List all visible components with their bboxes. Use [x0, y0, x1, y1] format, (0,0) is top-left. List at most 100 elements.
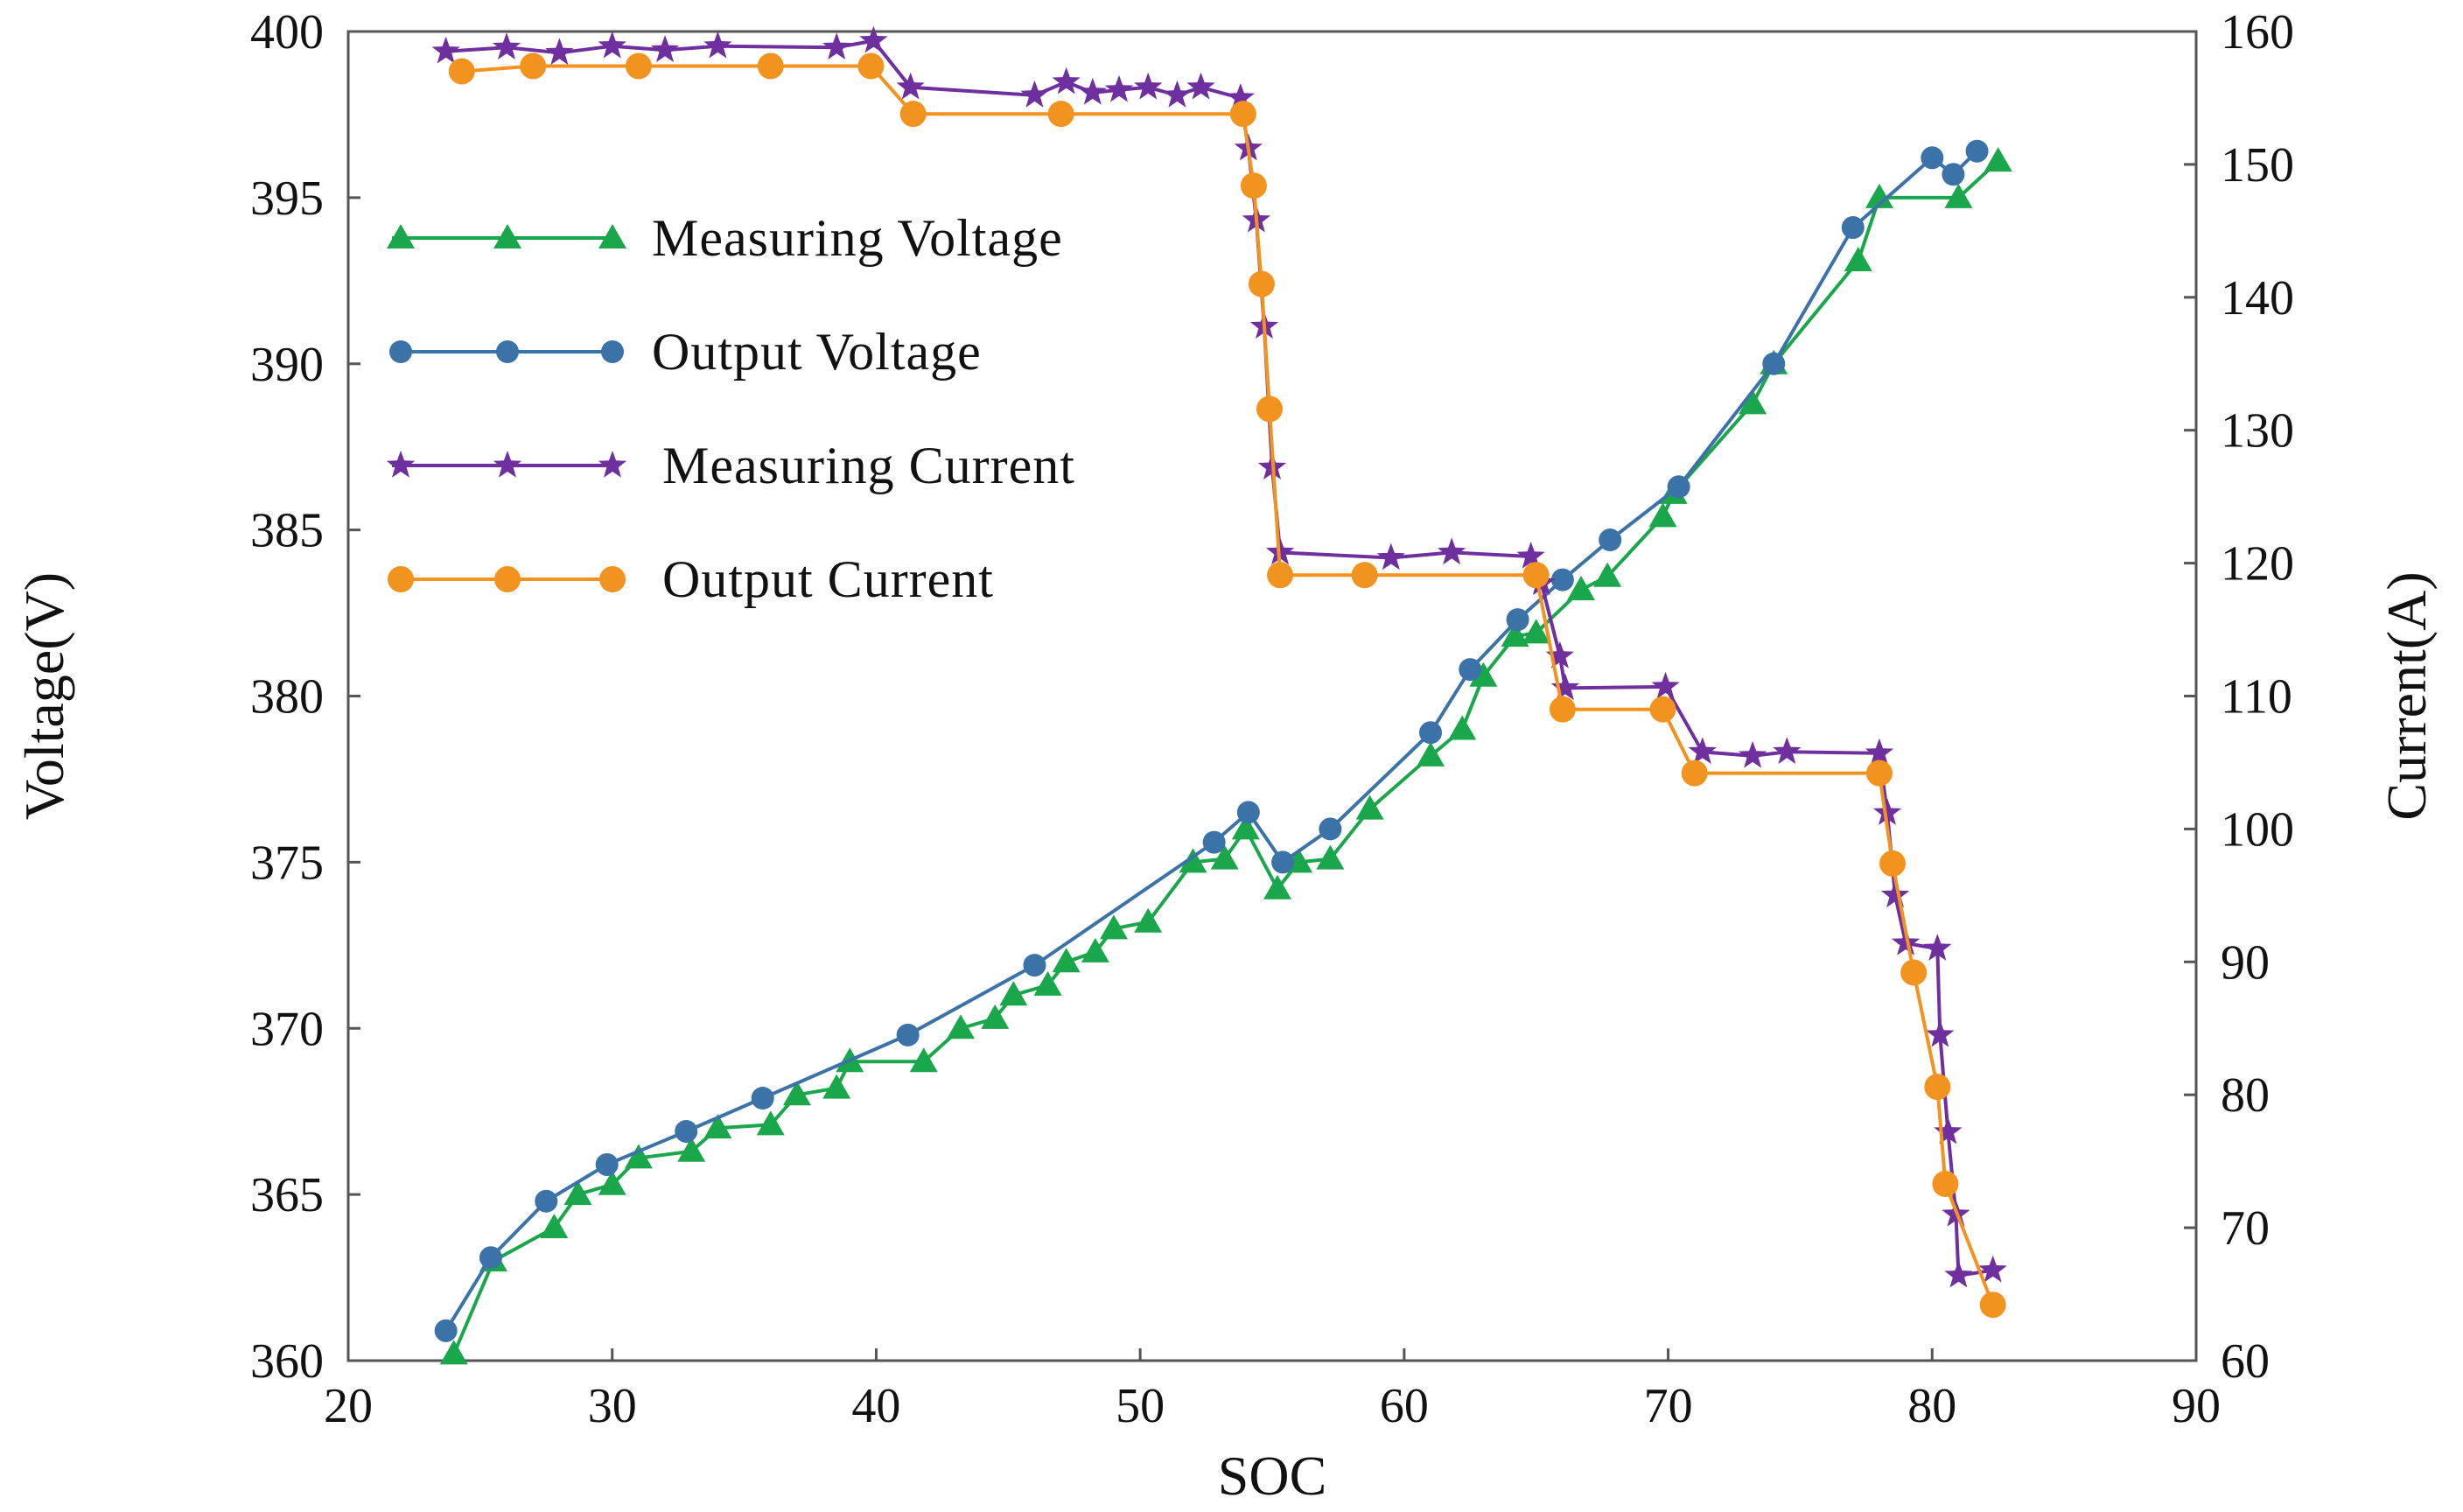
data-point: [1236, 801, 1260, 824]
data-point: [1186, 72, 1215, 100]
legend-marker: [598, 451, 627, 478]
right-y-tick-label: 130: [2221, 404, 2294, 458]
data-point: [896, 1023, 920, 1046]
x-tick-label: 40: [851, 1379, 900, 1433]
data-point: [1979, 1292, 2006, 1319]
data-point: [598, 31, 626, 59]
data-point: [1865, 738, 1894, 766]
data-point: [1271, 850, 1295, 874]
data-point: [1417, 741, 1445, 766]
data-point: [1900, 959, 1928, 986]
data-point: [1052, 66, 1081, 94]
data-point: [1681, 760, 1708, 787]
x-tick-label: 90: [2172, 1379, 2221, 1433]
data-point: [1942, 163, 1965, 186]
legend: Measuring Voltage Output Voltage Measuring…: [386, 209, 1075, 608]
data-point: [625, 52, 652, 80]
legend-marker: [493, 451, 522, 478]
data-point: [1256, 396, 1283, 423]
plot-frame: [346, 30, 2198, 1362]
series-measuring-voltage: [439, 147, 2012, 1365]
data-point: [479, 1246, 502, 1270]
right-y-tick-label: 150: [2221, 138, 2294, 192]
data-point: [757, 52, 784, 80]
data-point: [1550, 568, 1574, 592]
data-point: [1599, 528, 1622, 552]
data-point: [1688, 737, 1717, 765]
data-point: [703, 1114, 732, 1139]
right-y-tick-label: 100: [2221, 802, 2294, 857]
legend-marker: [494, 566, 521, 592]
data-point: [1179, 848, 1207, 873]
axis-labels: SOC Voltage(V) Current(A): [13, 571, 2438, 1507]
data-point: [1134, 907, 1163, 933]
data-point: [1240, 172, 1267, 200]
data-point: [1879, 850, 1907, 877]
data-point: [1841, 216, 1865, 240]
data-point: [535, 1189, 558, 1213]
data-point: [703, 31, 732, 59]
data-point: [1921, 146, 1944, 170]
data-point: [981, 1004, 1010, 1029]
data-point: [1448, 715, 1477, 740]
data-point: [1944, 183, 1973, 208]
left-y-tick-label: 380: [250, 670, 324, 724]
right-y-tick-label: 70: [2221, 1201, 2270, 1256]
legend-marker: [598, 224, 626, 248]
data-point: [434, 1319, 458, 1342]
data-point: [545, 38, 574, 66]
x-tick-label: 20: [324, 1379, 373, 1433]
x-tick-label: 70: [1644, 1379, 1693, 1433]
legend-entry: Output Current: [388, 550, 993, 608]
data-point: [1047, 101, 1074, 128]
legend-label: Measuring Current: [662, 437, 1075, 494]
data-point: [1506, 608, 1529, 632]
data-point: [1516, 542, 1545, 569]
data-point: [540, 1214, 569, 1239]
data-point: [1351, 562, 1378, 589]
data-point: [859, 25, 888, 53]
left-y-tick-label: 400: [250, 5, 324, 60]
data-point: [1872, 798, 1902, 825]
data-point: [1163, 80, 1192, 108]
data-point: [1459, 658, 1482, 682]
data-point: [999, 981, 1028, 1006]
legend-entry: Output Voltage: [389, 323, 981, 381]
data-point: [857, 52, 885, 80]
data-point: [598, 1170, 626, 1195]
data-point: [1891, 928, 1921, 956]
data-point: [1667, 475, 1690, 499]
legend-marker: [386, 451, 416, 478]
series-output-current: [448, 52, 2006, 1319]
data-point: [1545, 640, 1574, 668]
legend-marker: [601, 340, 624, 363]
left-y-tick-label: 370: [250, 1002, 324, 1056]
legend-entry: Measuring Voltage: [387, 209, 1062, 267]
right-y-tick-label: 90: [2221, 935, 2270, 990]
data-point: [1078, 77, 1107, 105]
right-y-axis-title: Current(A): [2376, 571, 2438, 820]
data-point: [1438, 537, 1466, 565]
right-y-tick-label: 160: [2221, 5, 2294, 60]
data-point: [1376, 542, 1405, 570]
legend-marker: [389, 340, 412, 363]
data-point: [899, 101, 927, 128]
data-point: [1550, 673, 1580, 701]
data-point: [1522, 619, 1550, 644]
data-point: [1549, 696, 1576, 723]
data-point: [1924, 1074, 1951, 1101]
legend-marker: [387, 224, 415, 248]
data-point: [650, 35, 680, 62]
data-point: [1052, 948, 1081, 973]
legend-marker: [599, 566, 626, 592]
right-y-tick-label: 110: [2221, 670, 2292, 724]
right-y-tick-label: 140: [2221, 271, 2294, 326]
data-point: [1567, 575, 1596, 600]
data-point: [822, 1074, 851, 1099]
right-y-tick-label: 60: [2221, 1334, 2270, 1389]
data-point: [1229, 101, 1256, 128]
x-tick-label: 60: [1380, 1379, 1429, 1433]
data-point: [1649, 696, 1676, 723]
data-point: [822, 32, 851, 60]
